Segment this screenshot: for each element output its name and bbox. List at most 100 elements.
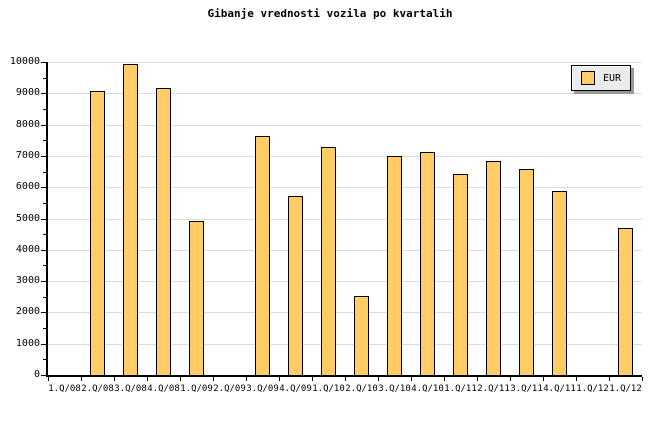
bar [519,169,534,375]
y-axis-minor-tick [43,140,46,141]
y-axis-label: 9000 [15,87,40,98]
bar [321,147,336,375]
x-axis-label: 1.Q/09 [180,384,213,394]
x-axis-tick [510,377,511,381]
bar [387,156,402,375]
x-axis-tick [312,377,313,381]
y-axis-minor-tick [43,359,46,360]
x-axis-tick [444,377,445,381]
gridline [48,312,642,313]
x-axis-label: 1.Q/12 [609,384,642,394]
x-axis-label: 2.Q/10 [345,384,378,394]
gridline [48,250,642,251]
chart-title: Gibanje vrednosti vozila po kvartalih [207,7,453,20]
x-axis-label: 4.Q/10 [411,384,444,394]
y-axis-label: 8000 [15,119,40,130]
x-axis-tick [147,377,148,381]
x-axis-label: 1.Q/08 [48,384,81,394]
bar [618,228,633,375]
y-axis-major-tick [41,312,46,313]
y-axis-minor-tick [43,78,46,79]
x-axis-label: 1.Q/11 [444,384,477,394]
gridline [48,93,642,94]
x-axis-tick [609,377,610,381]
bar [552,190,567,375]
y-axis-major-tick [41,187,46,188]
gridline [48,156,642,157]
bar [486,161,501,375]
y-axis-label: 5000 [15,213,40,224]
y-axis-label: 1000 [15,338,40,349]
x-axis-label: 3.Q/08 [114,384,147,394]
x-axis-label: 3.Q/10 [378,384,411,394]
x-axis-label: 4.Q/11 [543,384,576,394]
x-axis-tick [411,377,412,381]
y-axis-major-tick [41,375,46,376]
y-axis-label: 0 [33,369,40,380]
x-axis-tick [213,377,214,381]
bar [453,173,468,375]
legend-swatch-icon [581,71,595,85]
y-axis-label: 7000 [15,150,40,161]
x-axis-label: 4.Q/09 [279,384,312,394]
x-axis-tick [180,377,181,381]
bar [123,64,138,375]
y-axis-major-tick [41,281,46,282]
gridline [48,125,642,126]
x-axis-label: 4.Q/08 [147,384,180,394]
y-axis-minor-tick [43,297,46,298]
gridline [48,62,642,63]
y-axis-minor-tick [43,109,46,110]
y-axis-major-tick [41,219,46,220]
bar [189,220,204,375]
y-axis-label: 6000 [15,181,40,192]
bar [354,295,369,375]
bar [255,136,270,375]
x-axis-tick [345,377,346,381]
x-axis-label: 2.Q/09 [213,384,246,394]
plot-area: 0 1000 2000 3000 4000 5000 6000 7000 8000 9000 100… [10,57,643,394]
y-axis-label: 10000 [9,56,40,67]
y-axis-minor-tick [43,172,46,173]
bar [90,90,105,375]
y-axis-minor-tick [43,234,46,235]
x-axis-tick [114,377,115,381]
x-axis-label: 1.Q/12 [576,384,609,394]
gridline [48,219,642,220]
x-axis-label: 2.Q/11 [477,384,510,394]
x-axis-label: 2.Q/08 [81,384,114,394]
y-axis-label: 2000 [15,306,40,317]
y-axis-label: 3000 [15,275,40,286]
y-axis-major-tick [41,344,46,345]
y-axis-minor-tick [43,328,46,329]
bar [156,87,171,375]
y-axis-label: 4000 [15,244,40,255]
x-axis-tick [246,377,247,381]
gridline [48,187,642,188]
y-axis-major-tick [41,93,46,94]
x-axis-tick [477,377,478,381]
y-axis-major-tick [41,250,46,251]
x-axis-tick [642,377,643,381]
x-axis-label: 1.Q/10 [312,384,345,394]
y-axis-minor-tick [43,265,46,266]
legend-label: EUR [603,72,622,84]
x-axis-label: 3.Q/09 [246,384,279,394]
bar [420,151,435,375]
x-axis-tick [279,377,280,381]
x-axis-tick [81,377,82,381]
gridline [48,344,642,345]
x-axis-tick [48,377,49,381]
legend: EUR [571,65,632,91]
y-axis-major-tick [41,156,46,157]
y-axis-major-tick [41,62,46,63]
y-axis-major-tick [41,125,46,126]
x-axis-tick [378,377,379,381]
x-axis-tick [543,377,544,381]
y-axis-minor-tick [43,203,46,204]
gridline [48,281,642,282]
x-axis-tick [576,377,577,381]
x-axis-label: 3.Q/11 [510,384,543,394]
bar [288,195,303,375]
